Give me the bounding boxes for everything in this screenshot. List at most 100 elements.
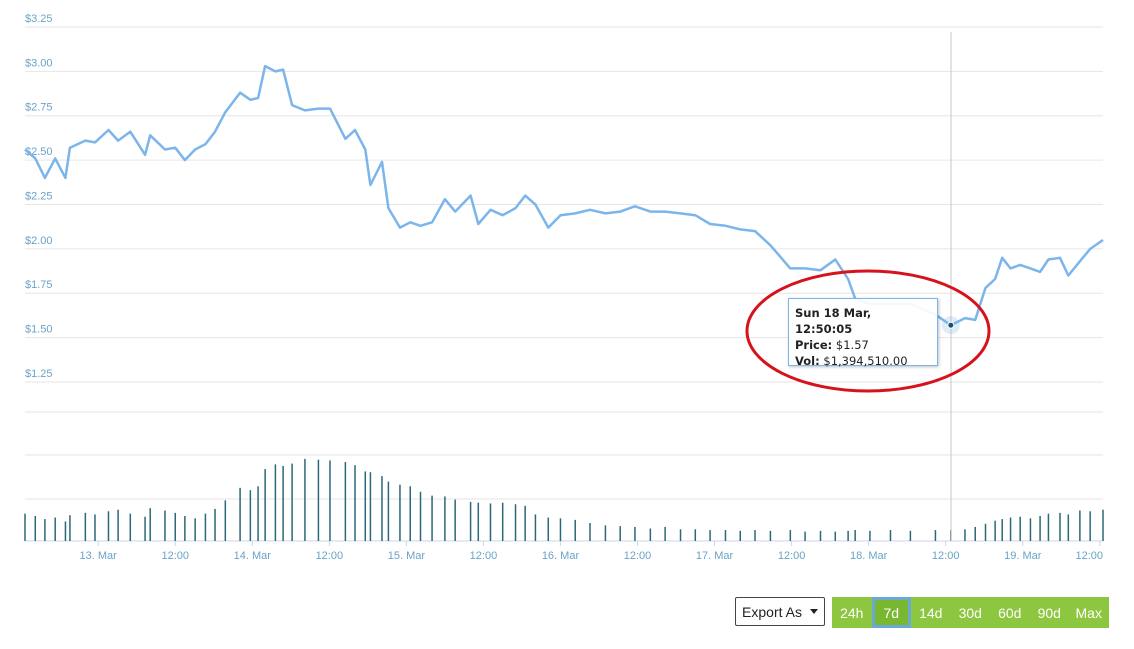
volume-bar bbox=[769, 530, 772, 541]
volume-bar bbox=[1047, 513, 1050, 541]
volume-bar bbox=[524, 505, 526, 541]
volume-bar bbox=[144, 516, 146, 541]
volume-bar bbox=[282, 465, 284, 541]
volume-bar bbox=[869, 530, 871, 541]
volume-bar bbox=[1001, 519, 1003, 541]
range-selector: 24h 7d 14d 30d 60d 90d Max bbox=[832, 597, 1109, 628]
volume-bar bbox=[1067, 514, 1070, 541]
volume-bar bbox=[889, 530, 892, 541]
x-tick-label: 17. Mar bbox=[696, 550, 734, 562]
volume-bar bbox=[739, 530, 741, 541]
volume-bar bbox=[329, 460, 331, 541]
volume-bar bbox=[964, 529, 966, 541]
annotation-ellipse bbox=[745, 269, 991, 393]
volume-bar bbox=[854, 530, 856, 541]
volume-bar bbox=[534, 514, 537, 541]
volume-bar bbox=[239, 487, 241, 541]
y-tick-label: $1.25 bbox=[25, 368, 53, 380]
x-tick-label: 12:00 bbox=[932, 550, 960, 562]
volume-bar bbox=[514, 504, 517, 541]
volume-bar bbox=[264, 469, 266, 541]
y-tick-label: $2.75 bbox=[25, 102, 53, 114]
y-tick-label: $3.00 bbox=[25, 57, 53, 69]
volume-bar bbox=[257, 486, 259, 541]
volume-bar bbox=[709, 530, 711, 541]
volume-bar bbox=[834, 531, 837, 541]
x-tick-label: 18. Mar bbox=[850, 550, 888, 562]
volume-bar bbox=[274, 464, 277, 541]
tooltip: Sun 18 Mar, 12:50:05 Price: $1.57 Vol: $… bbox=[788, 298, 938, 368]
volume-bar bbox=[724, 530, 727, 541]
y-tick-label: $1.50 bbox=[25, 324, 53, 336]
volume-bar bbox=[994, 520, 996, 541]
volume-bar bbox=[214, 508, 216, 541]
tooltip-label: Price: bbox=[795, 338, 833, 352]
volume-bar bbox=[1029, 518, 1032, 541]
volume-bar bbox=[129, 513, 132, 541]
x-tick-label: 12:00 bbox=[161, 550, 189, 562]
volume-bar bbox=[664, 526, 666, 541]
volume-bar bbox=[694, 529, 697, 541]
volume-bar bbox=[619, 526, 621, 541]
price-line bbox=[24, 64, 1104, 327]
x-tick-label: 13. Mar bbox=[80, 550, 118, 562]
volume-bar bbox=[789, 530, 792, 541]
volume-bar bbox=[469, 501, 472, 541]
volume-bar bbox=[304, 458, 306, 541]
volume-bar bbox=[364, 471, 367, 541]
volume-bar bbox=[1089, 511, 1091, 541]
volume-bar bbox=[94, 514, 96, 541]
y-tick-label: $2.25 bbox=[25, 190, 53, 202]
range-button[interactable]: 7d bbox=[871, 597, 911, 628]
volume-bar bbox=[1009, 517, 1012, 541]
volume-bar bbox=[1039, 515, 1041, 541]
volume-bar bbox=[431, 495, 433, 541]
volume-bar bbox=[164, 510, 166, 541]
x-tick-label: 12:00 bbox=[316, 550, 344, 562]
x-tick-label: 12:00 bbox=[778, 550, 806, 562]
volume-bar bbox=[369, 472, 372, 541]
volume-bar bbox=[54, 517, 56, 541]
volume-bar bbox=[589, 523, 591, 541]
range-button[interactable]: Max bbox=[1075, 604, 1102, 621]
volume-bar bbox=[249, 490, 252, 541]
hover-point bbox=[947, 321, 955, 329]
volume-bar bbox=[24, 513, 26, 541]
volume-bar bbox=[804, 531, 806, 541]
tooltip-value: $1.57 bbox=[835, 338, 869, 352]
x-tick-label: 14. Mar bbox=[234, 550, 272, 562]
tooltip-label: Vol: bbox=[795, 354, 820, 368]
volume-bar bbox=[1102, 509, 1104, 541]
volume-bar bbox=[344, 462, 347, 541]
volume-bar bbox=[204, 513, 207, 541]
x-tick-label: 16. Mar bbox=[542, 550, 580, 562]
range-button[interactable]: 14d bbox=[919, 604, 943, 621]
range-button[interactable]: 90d bbox=[1037, 604, 1061, 621]
x-tick-label: 15. Mar bbox=[388, 550, 426, 562]
volume-bar bbox=[69, 515, 71, 541]
volume-bar bbox=[477, 502, 480, 541]
export-button[interactable]: Export As bbox=[735, 597, 825, 626]
volume-bar bbox=[454, 499, 456, 541]
volume-bar bbox=[84, 512, 87, 541]
volume-bar bbox=[679, 529, 682, 541]
range-button[interactable]: 60d bbox=[998, 604, 1022, 621]
volume-bar bbox=[387, 481, 390, 541]
y-tick-label: $3.25 bbox=[25, 13, 53, 25]
volume-bar bbox=[984, 523, 987, 541]
volume-bar bbox=[489, 503, 492, 541]
tooltip-title: Sun 18 Mar, 12:50:05 bbox=[795, 306, 872, 336]
volume-bar bbox=[64, 521, 67, 541]
volume-bar bbox=[317, 459, 320, 541]
range-button[interactable]: 24h bbox=[840, 604, 864, 621]
volume-bar bbox=[174, 512, 176, 541]
volume-bar bbox=[634, 526, 636, 541]
volume-bar bbox=[909, 530, 912, 541]
x-tick-label: 12:00 bbox=[470, 550, 498, 562]
volume-bar bbox=[194, 518, 196, 541]
range-button[interactable]: 30d bbox=[958, 604, 982, 621]
volume-bar bbox=[574, 519, 576, 541]
volume-bar bbox=[381, 476, 383, 541]
